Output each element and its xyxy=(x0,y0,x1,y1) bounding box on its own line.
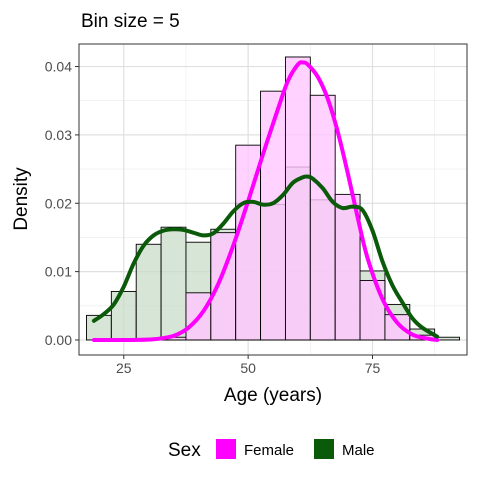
y-tick-label: 0.04 xyxy=(45,59,72,75)
histogram-bar-male xyxy=(160,226,187,341)
y-axis: 0.00 0.01 0.02 0.03 0.04 xyxy=(45,59,79,348)
x-tick-label: 50 xyxy=(240,360,256,376)
histogram-bar-male xyxy=(110,290,137,341)
density-curve-female xyxy=(91,60,440,343)
histogram-bar-female xyxy=(284,56,311,341)
legend-key-male xyxy=(314,439,334,459)
panel-border xyxy=(78,43,468,356)
histogram-bar-female xyxy=(309,94,336,341)
histogram-bar-female xyxy=(359,280,386,341)
y-tick-label: 0.03 xyxy=(45,127,72,143)
x-axis: 25 50 75 xyxy=(116,355,381,376)
legend: Sex Female Male xyxy=(168,439,375,461)
x-tick-label: 75 xyxy=(365,360,381,376)
legend-title: Sex xyxy=(168,440,201,461)
histogram-bar-female xyxy=(384,314,411,341)
y-axis-title: Density xyxy=(11,167,32,231)
plot-panel xyxy=(78,43,468,356)
y-tick-label: 0.00 xyxy=(45,332,72,348)
y-tick-label: 0.01 xyxy=(45,264,72,280)
x-tick-label: 25 xyxy=(116,360,132,376)
chart-title: Bin size = 5 xyxy=(81,11,180,32)
histogram-bar-female xyxy=(260,90,286,341)
female-histogram xyxy=(160,56,436,341)
histogram-bar-female xyxy=(334,193,361,341)
legend-label-female: Female xyxy=(244,442,294,459)
legend-key-female xyxy=(216,439,236,459)
y-tick-label: 0.02 xyxy=(45,195,72,211)
x-axis-title: Age (years) xyxy=(224,385,322,406)
density-curve-male xyxy=(91,174,440,339)
histogram-bar-male xyxy=(135,243,162,341)
density-curves xyxy=(91,60,440,343)
legend-label-male: Male xyxy=(342,442,375,459)
